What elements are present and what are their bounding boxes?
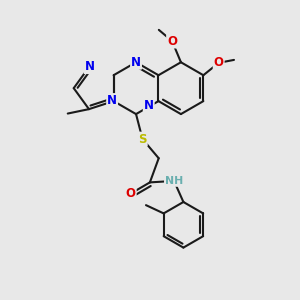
Text: N: N	[85, 60, 94, 73]
Text: O: O	[214, 56, 224, 69]
Text: O: O	[167, 34, 177, 48]
Text: N: N	[144, 99, 154, 112]
Text: NH: NH	[165, 176, 183, 186]
Text: N: N	[107, 94, 117, 107]
Text: O: O	[126, 187, 136, 200]
Text: S: S	[138, 133, 147, 146]
Text: N: N	[131, 56, 141, 69]
